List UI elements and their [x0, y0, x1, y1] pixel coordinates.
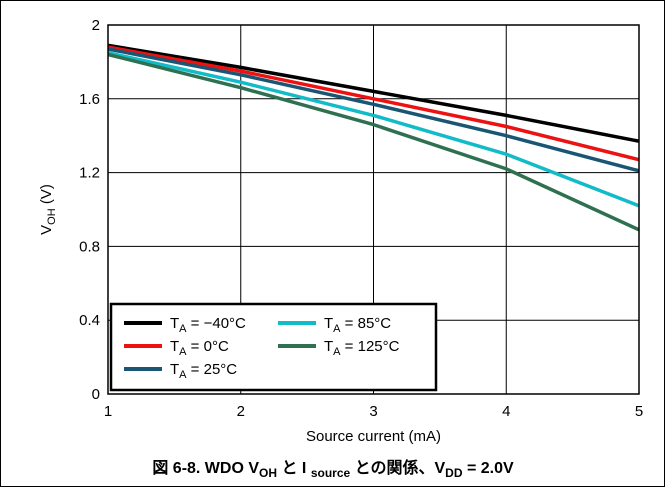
legend-label-1: TA = 0°C: [170, 338, 229, 358]
y-tick-label-3: 1.2: [79, 165, 100, 182]
y-axis-title: VOH (V): [38, 184, 58, 235]
caption-voh-sub: OH: [259, 466, 277, 480]
series-group: [107, 43, 640, 232]
legend: TA = −40°C TA = 0°C TA = 25°C TA = 85°C TA =…: [109, 302, 438, 392]
x-tick-labels: 1 2 3 4 5: [104, 403, 643, 420]
plot-border: [107, 24, 640, 395]
x-tick-label-1: 2: [237, 403, 245, 420]
legend-label-3: TA = 85°C: [324, 315, 391, 335]
x-tick-label-4: 5: [635, 403, 643, 420]
y-tick-labels: 0 0.4 0.8 1.2 1.6 2: [79, 17, 100, 403]
caption-source-sub: source: [311, 466, 351, 480]
figure-caption: 図 6-8. WDO VOH と I source との関係、VDD = 2.0…: [152, 458, 514, 480]
caption-mid2: との関係、V: [350, 458, 445, 477]
caption-mid1: と I: [277, 459, 311, 477]
x-axis-title: Source current (mA): [306, 428, 441, 445]
legend-label-2: TA = 25°C: [170, 361, 237, 381]
series-line-3: [107, 50, 640, 208]
y-axis-title-sub: OH: [46, 208, 58, 225]
x-tick-label-0: 1: [104, 403, 112, 420]
x-tick-label-2: 3: [369, 403, 377, 420]
y-tick-label-1: 0.4: [79, 312, 100, 329]
y-tick-label-4: 1.6: [79, 91, 100, 108]
series-line-1: [107, 45, 640, 162]
series-line-4: [107, 52, 640, 232]
x-tick-label-3: 4: [502, 403, 510, 420]
caption-suffix: = 2.0V: [463, 460, 514, 477]
caption-vdd-sub: DD: [445, 466, 463, 480]
y-tick-label-0: 0: [92, 386, 100, 403]
series-line-2: [107, 47, 640, 173]
caption-prefix: 図 6-8. WDO V: [152, 459, 259, 477]
y-axis-title-main: V: [38, 225, 55, 235]
series-line-0: [107, 43, 640, 143]
legend-label-4: TA = 125°C: [324, 338, 400, 358]
y-axis-title-unit: (V): [38, 184, 55, 208]
legend-label-0: TA = −40°C: [170, 315, 246, 335]
legend-box: [109, 302, 438, 392]
y-tick-label-5: 2: [92, 17, 100, 34]
y-tick-label-2: 0.8: [79, 238, 100, 255]
